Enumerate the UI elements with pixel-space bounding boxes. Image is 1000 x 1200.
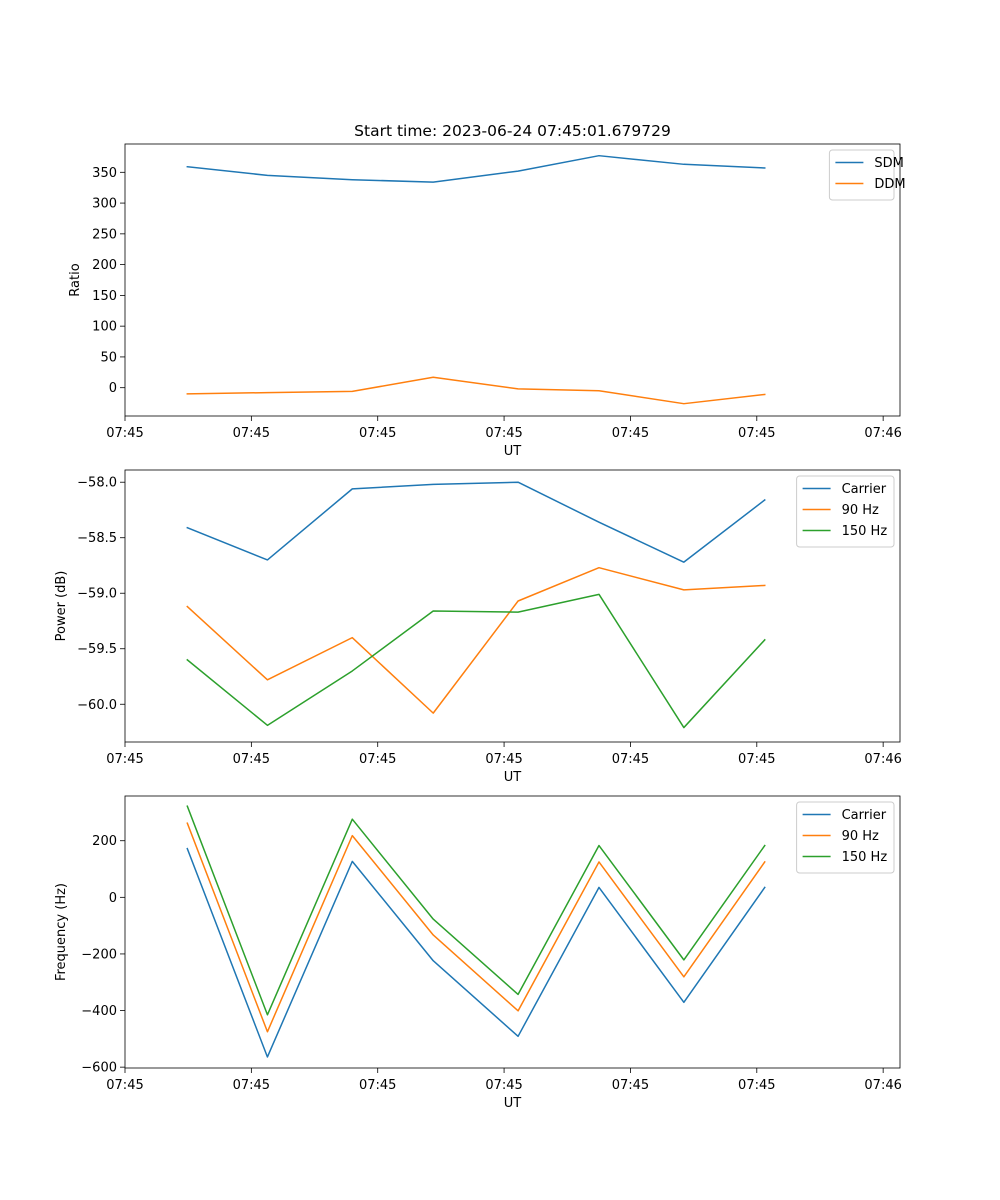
x-tick-label: 07:45 <box>485 426 522 441</box>
x-tick-label: 07:45 <box>233 426 270 441</box>
axes-frame <box>124 795 901 1069</box>
legend-entry: 90 Hz <box>842 829 879 844</box>
series-line-90-hz <box>186 566 766 714</box>
y-tick-label: 100 <box>92 320 117 335</box>
y-tick-label: −58.5 <box>77 531 117 546</box>
series-line-carrier <box>186 481 766 563</box>
y-tick-label: 50 <box>100 350 117 365</box>
y-tick-label: −58.0 <box>77 476 117 491</box>
series-line-90-hz <box>186 822 766 1033</box>
x-tick-label: 07:46 <box>864 426 901 441</box>
legend-entry: 150 Hz <box>842 850 888 865</box>
legend-entry: DDM <box>874 177 905 192</box>
legend-entry: 90 Hz <box>842 503 879 518</box>
x-axis-label: UT <box>504 444 522 459</box>
x-tick-label: 07:45 <box>485 1078 522 1093</box>
chart-panel-2: 07:45 07:45 07:45 07:45 07:45 07:45 07:46 −60.0… <box>54 469 902 785</box>
x-tick-label: 07:45 <box>612 426 649 441</box>
y-axis-label: Power (dB) <box>54 571 69 642</box>
x-tick-label: 07:45 <box>612 1078 649 1093</box>
x-tick-label: 07:45 <box>485 752 522 767</box>
legend: SDM DDM <box>828 149 906 201</box>
x-tick-label: 07:45 <box>359 752 396 767</box>
legend-entry: Carrier <box>842 482 887 497</box>
y-tick-label: 350 <box>92 166 117 181</box>
legend-entry: 150 Hz <box>842 524 888 539</box>
y-tick-label: 200 <box>92 834 117 849</box>
x-tick-label: 07:45 <box>106 1078 143 1093</box>
series-line-150-hz <box>186 805 766 1016</box>
legend-box <box>796 801 895 874</box>
y-tick-label: −400 <box>81 1004 117 1019</box>
x-tick-label: 07:46 <box>864 752 901 767</box>
axes-frame <box>124 469 901 743</box>
series-line-carrier <box>186 847 766 1058</box>
series-line-ddm <box>186 376 766 405</box>
x-tick-label: 07:45 <box>612 752 649 767</box>
legend-entry: SDM <box>874 156 903 171</box>
x-tick-label: 07:45 <box>106 426 143 441</box>
y-tick-label: 0 <box>109 891 117 906</box>
y-tick-label: 300 <box>92 197 117 212</box>
legend: Carrier 90 Hz 150 Hz <box>796 475 895 548</box>
legend: Carrier 90 Hz 150 Hz <box>796 801 895 874</box>
chart-panel-3: 07:45 07:45 07:45 07:45 07:45 07:45 07:46 −600 −… <box>54 795 902 1111</box>
series-line-sdm <box>186 154 766 183</box>
y-tick-label: 200 <box>92 258 117 273</box>
y-axis-label: Frequency (Hz) <box>54 883 69 981</box>
y-tick-label: −59.0 <box>77 587 117 602</box>
x-tick-label: 07:46 <box>864 1078 901 1093</box>
chart-title: Start time: 2023-06-24 07:45:01.679729 <box>354 122 671 140</box>
x-tick-label: 07:45 <box>359 1078 396 1093</box>
x-axis-label: UT <box>504 1096 522 1111</box>
y-tick-label: −600 <box>81 1061 117 1076</box>
x-tick-label: 07:45 <box>738 426 775 441</box>
x-tick-label: 07:45 <box>233 1078 270 1093</box>
x-axis-label: UT <box>504 770 522 785</box>
y-tick-label: 250 <box>92 227 117 242</box>
x-tick-label: 07:45 <box>359 426 396 441</box>
series-line-150-hz <box>186 593 766 729</box>
legend-entry: Carrier <box>842 808 887 823</box>
y-axis-label: Ratio <box>68 263 83 296</box>
legend-box <box>796 475 895 548</box>
x-tick-label: 07:45 <box>233 752 270 767</box>
y-tick-label: −60.0 <box>77 698 117 713</box>
x-tick-label: 07:45 <box>106 752 143 767</box>
y-tick-label: 150 <box>92 289 117 304</box>
chart-panel-1: 07:45 07:45 07:45 07:45 07:45 07:45 07:46 0 50 10… <box>68 122 906 459</box>
y-tick-label: 0 <box>109 381 117 396</box>
axes-frame <box>124 143 901 417</box>
x-tick-label: 07:45 <box>738 752 775 767</box>
y-tick-label: −59.5 <box>77 642 117 657</box>
y-tick-label: −200 <box>81 947 117 962</box>
x-tick-label: 07:45 <box>738 1078 775 1093</box>
